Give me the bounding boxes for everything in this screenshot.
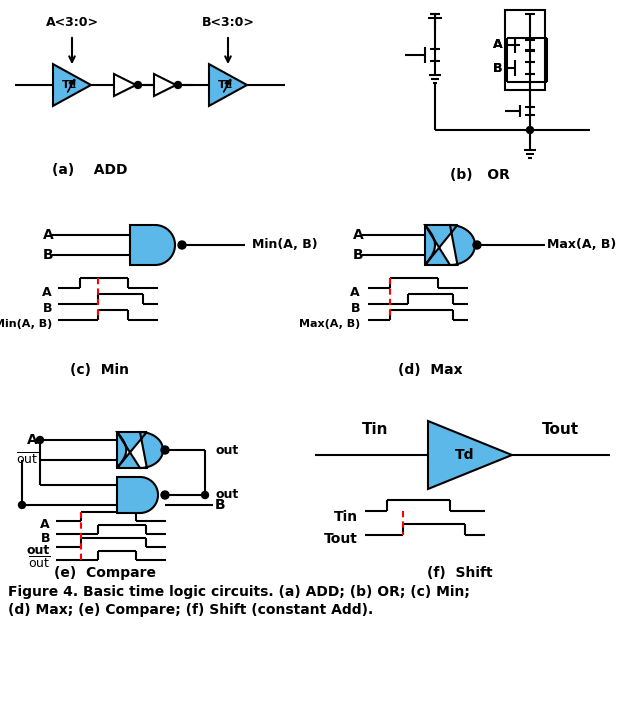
Text: (b)   OR: (b) OR bbox=[450, 168, 510, 182]
Text: Max(A, B): Max(A, B) bbox=[547, 238, 616, 252]
Text: A: A bbox=[27, 433, 38, 447]
Text: B<3:0>: B<3:0> bbox=[201, 16, 255, 28]
Circle shape bbox=[473, 241, 481, 249]
Circle shape bbox=[36, 436, 43, 443]
Text: $\overline{\mathrm{out}}$: $\overline{\mathrm{out}}$ bbox=[28, 556, 50, 572]
Circle shape bbox=[161, 446, 169, 454]
Text: A: A bbox=[40, 518, 50, 532]
Text: A: A bbox=[43, 228, 53, 242]
FancyBboxPatch shape bbox=[505, 10, 545, 90]
Text: B: B bbox=[215, 498, 226, 512]
Text: out: out bbox=[215, 443, 238, 457]
Text: $\overline{\mathrm{out}}$: $\overline{\mathrm{out}}$ bbox=[16, 452, 38, 468]
Text: B: B bbox=[41, 532, 50, 544]
Polygon shape bbox=[114, 74, 136, 96]
Polygon shape bbox=[425, 225, 475, 265]
Text: B: B bbox=[43, 248, 53, 262]
Text: (d) Max; (e) Compare; (f) Shift (constant Add).: (d) Max; (e) Compare; (f) Shift (constan… bbox=[8, 603, 373, 617]
Text: B: B bbox=[43, 301, 52, 315]
Text: (c)  Min: (c) Min bbox=[70, 363, 130, 377]
Text: B: B bbox=[352, 248, 363, 262]
Text: A: A bbox=[493, 38, 503, 52]
Polygon shape bbox=[53, 64, 91, 106]
Text: Min(A, B): Min(A, B) bbox=[252, 238, 318, 252]
Text: Tin: Tin bbox=[362, 423, 388, 438]
Text: (e)  Compare: (e) Compare bbox=[54, 566, 156, 580]
Text: TE: TE bbox=[62, 80, 78, 90]
Polygon shape bbox=[130, 225, 175, 265]
Text: TE: TE bbox=[218, 80, 234, 90]
Text: Min(A, B): Min(A, B) bbox=[0, 319, 52, 329]
Text: A: A bbox=[350, 286, 360, 298]
Text: A<3:0>: A<3:0> bbox=[46, 16, 98, 28]
Text: Tout: Tout bbox=[324, 532, 358, 546]
Circle shape bbox=[527, 127, 534, 134]
Text: A: A bbox=[493, 38, 503, 52]
Circle shape bbox=[178, 241, 186, 249]
Circle shape bbox=[174, 81, 181, 88]
Text: Tout: Tout bbox=[542, 423, 579, 438]
Circle shape bbox=[201, 491, 209, 498]
Text: B: B bbox=[493, 62, 503, 74]
Text: B: B bbox=[350, 301, 360, 315]
Text: Figure 4. Basic time logic circuits. (a) ADD; (b) OR; (c) Min;: Figure 4. Basic time logic circuits. (a)… bbox=[8, 585, 470, 599]
Polygon shape bbox=[117, 432, 163, 468]
Circle shape bbox=[135, 81, 142, 88]
Text: Tin: Tin bbox=[334, 510, 358, 524]
Text: Max(A, B): Max(A, B) bbox=[298, 319, 360, 329]
Circle shape bbox=[161, 491, 169, 499]
Polygon shape bbox=[154, 74, 176, 96]
Polygon shape bbox=[428, 421, 512, 489]
Text: Td: Td bbox=[455, 448, 475, 462]
Circle shape bbox=[19, 501, 26, 508]
Text: out: out bbox=[215, 489, 238, 501]
Text: (a)    ADD: (a) ADD bbox=[52, 163, 128, 177]
Polygon shape bbox=[117, 477, 158, 513]
Text: A: A bbox=[352, 228, 364, 242]
Text: (f)  Shift: (f) Shift bbox=[427, 566, 493, 580]
Text: (d)  Max: (d) Max bbox=[398, 363, 462, 377]
Text: out: out bbox=[27, 544, 50, 558]
Polygon shape bbox=[209, 64, 247, 106]
Text: A: A bbox=[43, 286, 52, 298]
Text: B: B bbox=[493, 62, 503, 74]
